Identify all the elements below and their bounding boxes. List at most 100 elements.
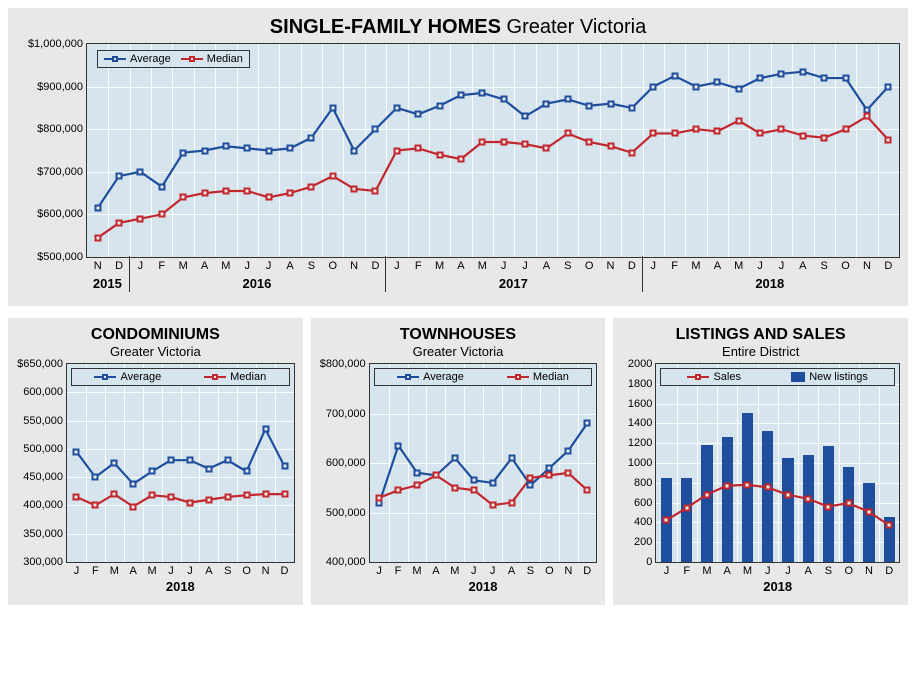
year-label: 2017 <box>499 276 528 291</box>
median-marker <box>180 194 187 201</box>
average-marker <box>111 460 118 467</box>
average-marker <box>149 468 156 475</box>
average-marker <box>508 455 515 462</box>
median-marker <box>546 472 553 479</box>
median-marker <box>201 190 208 197</box>
condo-title-sub: Greater Victoria <box>110 344 201 359</box>
y-tick-label: $900,000 <box>37 81 87 93</box>
average-marker <box>201 147 208 154</box>
median-marker <box>457 156 464 163</box>
y-tick-label: 1600 <box>628 398 656 410</box>
sales-marker <box>865 508 872 515</box>
average-marker <box>586 102 593 109</box>
average-marker <box>821 75 828 82</box>
y-tick-label: 300,000 <box>23 556 67 568</box>
average-marker <box>395 442 402 449</box>
average-marker <box>73 448 80 455</box>
average-marker <box>262 426 269 433</box>
average-marker <box>372 126 379 133</box>
y-tick-label: $650,000 <box>17 358 67 370</box>
sales-marker <box>703 491 710 498</box>
ls-title-sub: Entire District <box>722 344 799 359</box>
y-tick-label: 400,000 <box>326 556 370 568</box>
town-subtitle: Greater Victoria <box>319 344 598 359</box>
average-marker <box>565 447 572 454</box>
median-marker <box>436 151 443 158</box>
legend-median-label: Median <box>207 53 243 65</box>
average-marker <box>650 83 657 90</box>
average-marker <box>735 85 742 92</box>
sales-marker <box>724 482 731 489</box>
y-tick-label: $800,000 <box>37 123 87 135</box>
median-marker <box>778 126 785 133</box>
median-marker <box>308 183 315 190</box>
y-tick-label: 550,000 <box>23 415 67 427</box>
y-tick-label: 1000 <box>628 457 656 469</box>
year-label: 2018 <box>763 579 792 594</box>
median-marker <box>158 211 165 218</box>
median-marker <box>262 491 269 498</box>
y-tick-label: 600 <box>634 497 656 509</box>
year-label: 2016 <box>242 276 271 291</box>
average-marker <box>116 173 123 180</box>
sfh-plot-area: Average Median $500,000$600,000$700,000$… <box>86 43 900 258</box>
ls-subtitle: Entire District <box>621 344 900 359</box>
median-marker <box>265 194 272 201</box>
condo-title-main: CONDOMINIUMS <box>91 326 220 343</box>
average-marker <box>457 92 464 99</box>
median-marker <box>628 149 635 156</box>
y-tick-label: $700,000 <box>37 166 87 178</box>
sales-marker <box>784 491 791 498</box>
sfh-year-axis: 2015201620172018 <box>86 258 900 298</box>
median-marker <box>451 484 458 491</box>
median-marker <box>94 234 101 241</box>
median-marker <box>543 145 550 152</box>
condo-chart-panel: CONDOMINIUMS Greater Victoria Average Me… <box>8 318 303 605</box>
average-marker <box>287 145 294 152</box>
legend-median: Median <box>507 371 569 383</box>
median-marker <box>376 494 383 501</box>
average-marker <box>628 104 635 111</box>
y-tick-label: 1400 <box>628 417 656 429</box>
sales-marker <box>845 500 852 507</box>
average-marker <box>693 83 700 90</box>
median-marker <box>527 474 534 481</box>
median-marker <box>205 496 212 503</box>
average-marker <box>265 147 272 154</box>
average-marker <box>671 72 678 79</box>
ls-title: LISTINGS AND SALES <box>621 326 900 344</box>
median-marker <box>287 190 294 197</box>
average-marker <box>94 205 101 212</box>
legend-average-label: Average <box>130 53 171 65</box>
y-tick-label: $800,000 <box>320 358 370 370</box>
y-tick-label: 2000 <box>628 358 656 370</box>
median-marker <box>470 487 477 494</box>
y-tick-label: 1200 <box>628 437 656 449</box>
average-marker <box>714 79 721 86</box>
year-separator <box>129 256 130 292</box>
median-marker <box>243 492 250 499</box>
sfh-chart-panel: SINGLE-FAMILY HOMES Greater Victoria Ave… <box>8 8 908 306</box>
y-tick-label: 200 <box>634 536 656 548</box>
average-marker <box>243 468 250 475</box>
average-marker <box>244 145 251 152</box>
average-marker <box>584 420 591 427</box>
average-marker <box>168 457 175 464</box>
y-tick-label: 700,000 <box>326 408 370 420</box>
y-tick-label: 500,000 <box>326 507 370 519</box>
median-marker <box>693 126 700 133</box>
median-marker <box>885 136 892 143</box>
y-tick-label: 600,000 <box>23 386 67 398</box>
median-marker <box>565 469 572 476</box>
sfh-legend: Average Median <box>97 50 250 68</box>
average-marker <box>564 96 571 103</box>
average-marker <box>180 149 187 156</box>
y-tick-label: $600,000 <box>37 208 87 220</box>
townhouse-chart-panel: TOWNHOUSES Greater Victoria Average Medi… <box>311 318 606 605</box>
y-tick-label: 600,000 <box>326 457 370 469</box>
median-marker <box>130 503 137 510</box>
median-marker <box>586 138 593 145</box>
median-marker <box>500 138 507 145</box>
median-marker <box>671 130 678 137</box>
condo-title: CONDOMINIUMS <box>16 326 295 344</box>
